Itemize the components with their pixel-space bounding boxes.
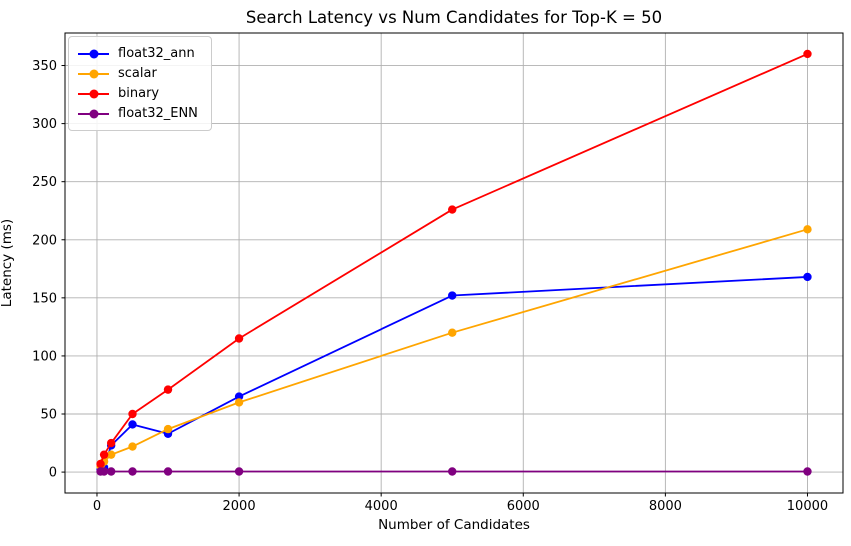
x-tick-label: 4000 bbox=[365, 499, 398, 514]
x-tick-label: 10000 bbox=[787, 499, 828, 514]
legend-marker-float32_ann bbox=[78, 49, 109, 59]
legend-dot-sample bbox=[89, 49, 98, 58]
legend-label-float32_ann: float32_ann bbox=[118, 46, 195, 61]
data-point-binary bbox=[106, 438, 116, 448]
data-point-scalar bbox=[234, 398, 244, 407]
series-binary bbox=[96, 49, 812, 469]
data-point-float32_ann bbox=[803, 272, 812, 282]
data-point-binary bbox=[448, 205, 457, 214]
data-point-float32_ENN bbox=[163, 467, 173, 476]
data-point-scalar bbox=[106, 450, 116, 459]
legend-dot-sample bbox=[89, 89, 98, 98]
legend-dot-sample bbox=[89, 109, 98, 118]
data-point-binary bbox=[128, 409, 137, 419]
series-float32_ann bbox=[96, 272, 812, 474]
legend-label-float32_ENN: float32_ENN bbox=[118, 106, 198, 121]
data-point-float32_ENN bbox=[234, 467, 244, 476]
data-point-binary bbox=[234, 334, 244, 343]
y-tick-label: 100 bbox=[32, 349, 57, 364]
series-scalar bbox=[96, 225, 812, 471]
legend-dot-sample bbox=[89, 69, 98, 78]
data-point-binary bbox=[99, 450, 109, 459]
legend-item-scalar: scalar bbox=[78, 64, 201, 83]
y-tick-label: 300 bbox=[32, 117, 57, 132]
data-point-binary bbox=[163, 385, 173, 394]
data-point-scalar bbox=[803, 225, 812, 234]
y-tick-label: 0 bbox=[49, 466, 57, 481]
data-point-binary bbox=[96, 459, 105, 469]
x-tick-label: 8000 bbox=[649, 499, 682, 514]
legend-marker-scalar bbox=[78, 69, 109, 79]
series-line-scalar bbox=[99, 228, 809, 468]
legend-item-float32_ENN: float32_ENN bbox=[78, 104, 201, 123]
axis-ticks: 0 2000 4000 6000 8000 10000 0 50 100 150 200 250 300… bbox=[32, 59, 828, 514]
legend-item-float32_ann: float32_ann bbox=[78, 44, 201, 63]
chart-title: Search Latency vs Num Candidates for Top… bbox=[245, 8, 663, 27]
data-point-float32_ENN bbox=[99, 467, 109, 476]
series-line-float32_ann bbox=[99, 276, 809, 471]
y-tick-label: 150 bbox=[32, 291, 57, 306]
legend-item-binary: binary bbox=[78, 84, 201, 103]
data-point-float32_ann bbox=[448, 291, 457, 300]
data-point-scalar bbox=[448, 328, 457, 337]
legend-marker-float32_ENN bbox=[78, 109, 109, 119]
data-point-float32_ENN bbox=[128, 467, 137, 476]
data-point-scalar bbox=[128, 442, 137, 451]
y-tick-label: 200 bbox=[32, 233, 57, 248]
data-point-float32_ENN bbox=[448, 467, 457, 476]
x-tick-label: 2000 bbox=[223, 499, 256, 514]
data-point-float32_ann bbox=[128, 420, 137, 429]
series-float32_ENN bbox=[96, 467, 812, 476]
x-tick-label: 6000 bbox=[507, 499, 540, 514]
data-point-binary bbox=[803, 49, 812, 59]
legend-label-scalar: scalar bbox=[118, 66, 157, 81]
y-tick-label: 350 bbox=[32, 59, 57, 74]
data-point-float32_ENN bbox=[803, 467, 812, 476]
y-tick-label: 250 bbox=[32, 175, 57, 190]
data-point-float32_ENN bbox=[106, 467, 116, 476]
legend-label-binary: binary bbox=[118, 86, 160, 101]
plot-border bbox=[64, 32, 844, 494]
data-point-scalar bbox=[163, 424, 173, 434]
data-point-float32_ann bbox=[234, 392, 244, 401]
x-axis-label: Number of Candidates bbox=[378, 517, 530, 533]
legend-marker-binary bbox=[78, 89, 109, 99]
x-tick-label: 0 bbox=[93, 499, 101, 514]
y-tick-label: 50 bbox=[40, 408, 57, 423]
